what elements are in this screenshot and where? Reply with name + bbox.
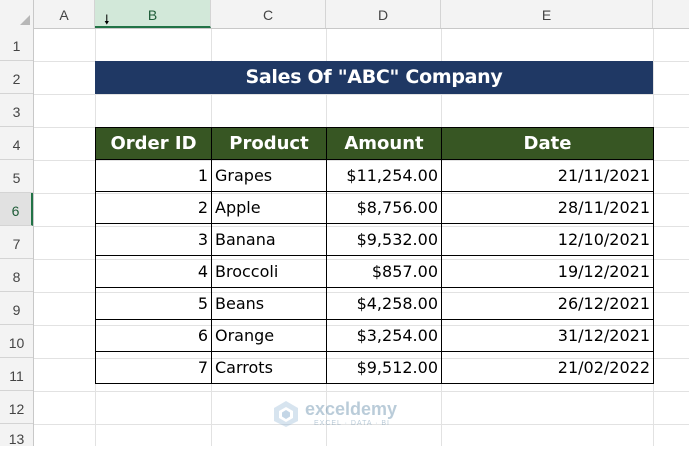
- date-cell[interactable]: 26/12/2021: [441, 287, 654, 320]
- select-all-corner[interactable]: [0, 0, 34, 28]
- date-cell[interactable]: 31/12/2021: [441, 319, 654, 352]
- table-row: 1 Grapes $11,254.00 21/11/2021: [95, 159, 654, 192]
- row-header-6[interactable]: 6: [0, 193, 33, 226]
- date-cell[interactable]: 21/11/2021: [441, 159, 654, 192]
- order-id-cell[interactable]: 7: [95, 351, 212, 384]
- exceldemy-watermark: exceldemy EXCEL · DATA · BI: [272, 398, 422, 432]
- date-cell[interactable]: 28/11/2021: [441, 191, 654, 224]
- order-id-cell[interactable]: 1: [95, 159, 212, 192]
- row-header-13[interactable]: 13: [8, 431, 25, 447]
- row-header-2[interactable]: 2: [0, 61, 33, 94]
- column-header-a[interactable]: A: [34, 0, 95, 28]
- watermark-name: exceldemy: [305, 399, 398, 419]
- date-cell[interactable]: 19/12/2021: [441, 255, 654, 288]
- select-all-triangle-icon: [20, 15, 30, 25]
- row-header-5[interactable]: 5: [0, 160, 33, 193]
- sheet-title[interactable]: Sales Of "ABC" Company: [95, 61, 653, 94]
- column-header-f[interactable]: [653, 0, 689, 28]
- product-cell[interactable]: Broccoli: [211, 255, 327, 288]
- column-header-bar: A B C D E 🠗: [0, 0, 689, 29]
- product-cell[interactable]: Apple: [211, 191, 327, 224]
- watermark-tagline: EXCEL · DATA · BI: [314, 420, 390, 427]
- order-id-cell[interactable]: 3: [95, 223, 212, 256]
- date-cell[interactable]: 12/10/2021: [441, 223, 654, 256]
- order-id-cell[interactable]: 2: [95, 191, 212, 224]
- order-id-cell[interactable]: 5: [95, 287, 212, 320]
- row-header-4[interactable]: 4: [0, 127, 33, 160]
- product-cell[interactable]: Orange: [211, 319, 327, 352]
- order-id-cell[interactable]: 6: [95, 319, 212, 352]
- amount-cell[interactable]: $4,258.00: [326, 287, 442, 320]
- table-row: 3 Banana $9,532.00 12/10/2021: [95, 223, 654, 256]
- table-header-row: Order ID Product Amount Date: [95, 127, 654, 160]
- exceldemy-logo-icon: [274, 401, 298, 427]
- header-date[interactable]: Date: [441, 127, 654, 160]
- amount-cell[interactable]: $11,254.00: [326, 159, 442, 192]
- header-order-id[interactable]: Order ID: [95, 127, 212, 160]
- product-cell[interactable]: Banana: [211, 223, 327, 256]
- row-header-12[interactable]: 12: [0, 391, 33, 424]
- product-cell[interactable]: Beans: [211, 287, 327, 320]
- amount-cell[interactable]: $3,254.00: [326, 319, 442, 352]
- select-column-arrow-icon: 🠗: [104, 12, 110, 27]
- amount-cell[interactable]: $9,532.00: [326, 223, 442, 256]
- sales-table: Order ID Product Amount Date 1 Grapes $1…: [95, 127, 654, 384]
- header-amount[interactable]: Amount: [326, 127, 442, 160]
- column-header-d[interactable]: D: [326, 0, 441, 28]
- row-header-10[interactable]: 10: [0, 325, 33, 358]
- column-header-e[interactable]: E: [441, 0, 653, 28]
- date-cell[interactable]: 21/02/2022: [441, 351, 654, 384]
- header-product[interactable]: Product: [211, 127, 327, 160]
- table-row: 6 Orange $3,254.00 31/12/2021: [95, 319, 654, 352]
- order-id-cell[interactable]: 4: [95, 255, 212, 288]
- row-header-8[interactable]: 8: [0, 259, 33, 292]
- table-row: 7 Carrots $9,512.00 21/02/2022: [95, 351, 654, 384]
- row-header-9[interactable]: 9: [0, 292, 33, 325]
- amount-cell[interactable]: $8,756.00: [326, 191, 442, 224]
- row-header-11[interactable]: 11: [0, 358, 33, 391]
- row-header-7[interactable]: 7: [0, 226, 33, 259]
- row-header-1[interactable]: 1: [0, 28, 33, 61]
- row-header-3[interactable]: 3: [0, 94, 33, 127]
- column-header-c[interactable]: C: [211, 0, 326, 28]
- table-row: 5 Beans $4,258.00 26/12/2021: [95, 287, 654, 320]
- amount-cell[interactable]: $857.00: [326, 255, 442, 288]
- amount-cell[interactable]: $9,512.00: [326, 351, 442, 384]
- row-header-bar: 1 2 3 4 5 6 7 8 9 10 11 12 13: [0, 28, 34, 447]
- product-cell[interactable]: Grapes: [211, 159, 327, 192]
- table-row: 2 Apple $8,756.00 28/11/2021: [95, 191, 654, 224]
- product-cell[interactable]: Carrots: [211, 351, 327, 384]
- column-header-b[interactable]: B: [95, 0, 211, 28]
- table-row: 4 Broccoli $857.00 19/12/2021: [95, 255, 654, 288]
